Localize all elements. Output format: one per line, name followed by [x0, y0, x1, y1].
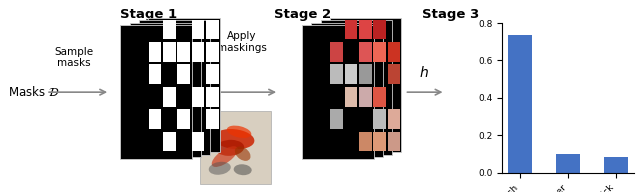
Bar: [508, 35, 532, 173]
Ellipse shape: [212, 146, 238, 167]
Bar: [177, 64, 190, 84]
Bar: [388, 42, 401, 62]
Bar: [192, 20, 204, 39]
Bar: [330, 64, 343, 84]
Text: Apply
maskings: Apply maskings: [217, 31, 267, 53]
Bar: [345, 20, 357, 39]
Bar: [359, 42, 372, 62]
Bar: [374, 87, 386, 107]
Text: Masks $\mathcal{D}$: Masks $\mathcal{D}$: [8, 85, 59, 99]
Bar: [374, 132, 386, 151]
Bar: [177, 109, 190, 129]
Bar: [206, 109, 219, 129]
Bar: [139, 20, 211, 155]
Bar: [311, 23, 383, 157]
Bar: [359, 132, 372, 151]
Text: Sample
masks: Sample masks: [54, 47, 94, 68]
Text: Stage 3: Stage 3: [422, 8, 479, 21]
Bar: [388, 109, 401, 129]
Bar: [345, 87, 357, 107]
Text: $h$: $h$: [419, 65, 429, 80]
Bar: [374, 109, 386, 129]
Bar: [192, 87, 204, 107]
Bar: [359, 64, 372, 84]
Bar: [330, 18, 401, 152]
Bar: [148, 42, 161, 62]
Bar: [120, 25, 192, 159]
Ellipse shape: [227, 126, 252, 138]
Bar: [163, 132, 175, 151]
Bar: [163, 87, 175, 107]
Ellipse shape: [234, 164, 252, 175]
Bar: [604, 157, 628, 173]
Text: Stage 2: Stage 2: [273, 8, 331, 21]
Bar: [330, 42, 343, 62]
Bar: [206, 42, 219, 62]
Text: Stage 1: Stage 1: [120, 8, 177, 21]
Bar: [359, 20, 372, 39]
Bar: [200, 111, 271, 184]
Bar: [148, 18, 220, 152]
Bar: [374, 42, 386, 62]
Bar: [206, 87, 219, 107]
Bar: [192, 132, 204, 151]
Bar: [374, 20, 386, 39]
Bar: [206, 20, 219, 39]
Bar: [177, 42, 190, 62]
Bar: [163, 20, 175, 39]
Bar: [192, 42, 204, 62]
Bar: [330, 109, 343, 129]
Bar: [321, 20, 392, 155]
Bar: [163, 42, 175, 62]
Bar: [359, 87, 372, 107]
Bar: [302, 25, 374, 159]
Bar: [148, 64, 161, 84]
Bar: [148, 109, 161, 129]
Bar: [206, 64, 219, 84]
Bar: [556, 154, 580, 173]
Bar: [345, 64, 357, 84]
Ellipse shape: [209, 162, 231, 175]
Bar: [129, 23, 201, 157]
Ellipse shape: [216, 140, 244, 156]
Ellipse shape: [214, 129, 254, 149]
Ellipse shape: [235, 146, 250, 161]
Bar: [388, 64, 401, 84]
Bar: [388, 132, 401, 151]
